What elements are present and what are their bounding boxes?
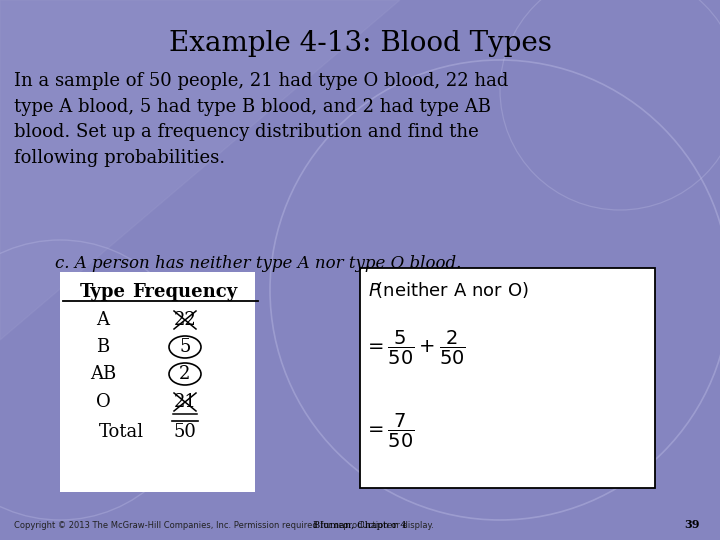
- Text: O: O: [96, 393, 110, 411]
- Polygon shape: [0, 0, 400, 340]
- Text: Total: Total: [99, 423, 143, 441]
- Text: $=\dfrac{7}{50}$: $=\dfrac{7}{50}$: [364, 412, 415, 450]
- Text: Copyright © 2013 The McGraw-Hill Companies, Inc. Permission required for reprodu: Copyright © 2013 The McGraw-Hill Compani…: [14, 521, 434, 530]
- Text: 50: 50: [174, 423, 197, 441]
- FancyBboxPatch shape: [60, 272, 255, 492]
- Text: 39: 39: [685, 519, 700, 530]
- Text: Type: Type: [80, 283, 126, 301]
- Text: 2: 2: [179, 365, 191, 383]
- Text: c. A person has neither type A nor type O blood.: c. A person has neither type A nor type …: [55, 255, 462, 272]
- Text: 5: 5: [179, 338, 191, 356]
- Text: Frequency: Frequency: [132, 283, 238, 301]
- Text: $=\dfrac{5}{50}+\dfrac{2}{50}$: $=\dfrac{5}{50}+\dfrac{2}{50}$: [364, 329, 466, 367]
- Text: Example 4-13: Blood Types: Example 4-13: Blood Types: [168, 30, 552, 57]
- Text: B: B: [96, 338, 109, 356]
- Text: A: A: [96, 311, 109, 329]
- Text: Bluman, Chapter 4: Bluman, Chapter 4: [313, 521, 407, 530]
- Text: 21: 21: [174, 393, 197, 411]
- Text: $P\!\left(\mathrm{neither\ A\ nor\ O}\right)$: $P\!\left(\mathrm{neither\ A\ nor\ O}\ri…: [368, 280, 528, 300]
- Text: AB: AB: [90, 365, 116, 383]
- Text: 22: 22: [174, 311, 197, 329]
- Text: In a sample of 50 people, 21 had type O blood, 22 had
type A blood, 5 had type B: In a sample of 50 people, 21 had type O …: [14, 72, 508, 167]
- FancyBboxPatch shape: [360, 268, 655, 488]
